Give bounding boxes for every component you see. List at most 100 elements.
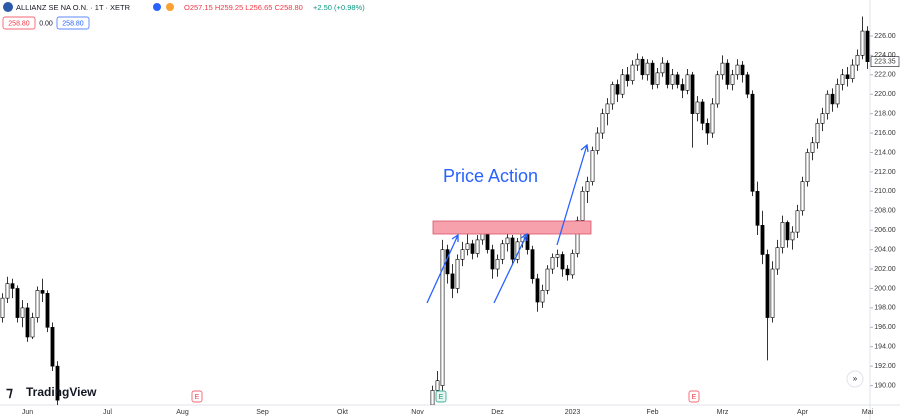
candle-body xyxy=(0,297,5,318)
earnings-label[interactable]: E xyxy=(439,394,444,401)
dot xyxy=(153,3,161,11)
scroll-button[interactable] xyxy=(846,370,864,388)
bid[interactable]: 258.80 xyxy=(8,20,30,27)
x-tick-label: Sep xyxy=(256,409,269,416)
x-tick-label: Mrz xyxy=(717,409,729,416)
candle-body xyxy=(450,273,455,289)
candle-body xyxy=(530,249,535,280)
y-tick-label: 200.00 xyxy=(874,285,896,292)
x-tick-label: Apr xyxy=(797,409,809,416)
dot xyxy=(166,3,174,11)
y-tick-label: 222.00 xyxy=(874,72,896,79)
candle-body xyxy=(10,283,15,289)
resistance-zone xyxy=(432,220,592,235)
y-tick-label: 196.00 xyxy=(874,324,896,331)
arrow xyxy=(426,233,459,304)
candle-body xyxy=(470,243,475,254)
candle-body xyxy=(35,290,40,318)
candle-body xyxy=(795,210,800,233)
candle-body xyxy=(430,390,435,405)
candle-body xyxy=(665,62,670,85)
candle-body xyxy=(655,72,660,85)
y-tick-label: 210.00 xyxy=(874,188,896,195)
earnings-label[interactable]: E xyxy=(692,394,697,401)
earnings-marker[interactable] xyxy=(688,390,700,403)
ask[interactable]: 258.80 xyxy=(62,20,84,27)
candle-body xyxy=(610,84,615,105)
x-tick-label: Aug xyxy=(176,409,189,416)
y-tick-label: 224.00 xyxy=(874,52,896,59)
candle-body xyxy=(505,237,510,245)
last-price-label: 223.35 xyxy=(874,59,896,66)
candle-body xyxy=(785,222,790,241)
ask-box[interactable] xyxy=(56,16,90,30)
candle-body xyxy=(815,123,820,144)
candle-body xyxy=(575,220,580,254)
candle-body xyxy=(615,84,620,95)
x-tick-label: Dez xyxy=(491,409,504,416)
candle-body xyxy=(805,152,810,182)
y-tick-label: 190.00 xyxy=(874,382,896,389)
candle-body xyxy=(770,268,775,318)
candle-body xyxy=(460,249,465,260)
candle-body xyxy=(850,64,855,79)
earnings-marker[interactable] xyxy=(191,390,203,403)
candle-body xyxy=(510,237,515,260)
y-tick-label: 198.00 xyxy=(874,305,896,312)
brand: TradingView xyxy=(26,385,97,399)
y-tick-label: 218.00 xyxy=(874,110,896,117)
candle-body xyxy=(865,30,870,62)
candle-body xyxy=(545,268,550,291)
scroll-icon[interactable]: » xyxy=(853,374,858,383)
candle-body xyxy=(585,181,590,192)
candle-body xyxy=(630,64,635,81)
candle-body xyxy=(680,84,685,91)
candles xyxy=(0,16,870,405)
candle-body xyxy=(825,93,830,114)
candle-body xyxy=(555,254,560,258)
y-tick-label: 212.00 xyxy=(874,169,896,176)
candle-body xyxy=(620,74,625,95)
candle-body xyxy=(780,222,785,248)
candle-body xyxy=(540,290,545,303)
candle-body xyxy=(435,380,440,391)
candle-body xyxy=(700,101,705,124)
candle-body xyxy=(800,181,805,212)
candle-body xyxy=(640,58,645,76)
candle-body xyxy=(705,123,710,134)
candle-body xyxy=(550,257,555,270)
candle-body xyxy=(790,231,795,241)
y-tick-label: 216.00 xyxy=(874,130,896,137)
candle-body xyxy=(605,103,610,114)
y-tick-label: 202.00 xyxy=(874,266,896,273)
x-tick-label: Feb xyxy=(646,409,658,416)
last-price-box xyxy=(870,56,900,67)
candle-body xyxy=(595,132,600,151)
candle-body xyxy=(860,30,865,56)
candle-body xyxy=(820,113,825,124)
candle-body xyxy=(30,317,35,338)
candle-body xyxy=(740,64,745,76)
earnings-label[interactable]: E xyxy=(195,394,200,401)
bid-box[interactable] xyxy=(2,16,36,30)
candle-body xyxy=(55,365,60,401)
candle-body xyxy=(475,239,480,254)
candle-body xyxy=(775,247,780,270)
x-tick-label: Jul xyxy=(103,409,112,416)
candle-body xyxy=(755,191,760,226)
candle-body xyxy=(495,259,500,270)
candle-body xyxy=(855,55,860,66)
x-tick-label: Nov xyxy=(411,409,424,416)
earnings-markers: E E E xyxy=(191,390,700,403)
candle-body xyxy=(660,62,665,74)
candle-body xyxy=(600,113,605,134)
candle-body xyxy=(670,74,675,85)
arrow xyxy=(556,143,589,246)
candle-body xyxy=(725,62,730,85)
logo-mark: ⁊ xyxy=(6,384,13,400)
candle-body xyxy=(715,74,720,105)
x-tick-label: Okt xyxy=(337,409,348,416)
candle-body xyxy=(45,293,50,328)
symbol: ALLIANZ SE NA O.N. · 1T · XETR xyxy=(16,3,131,12)
earnings-marker[interactable] xyxy=(435,390,447,403)
